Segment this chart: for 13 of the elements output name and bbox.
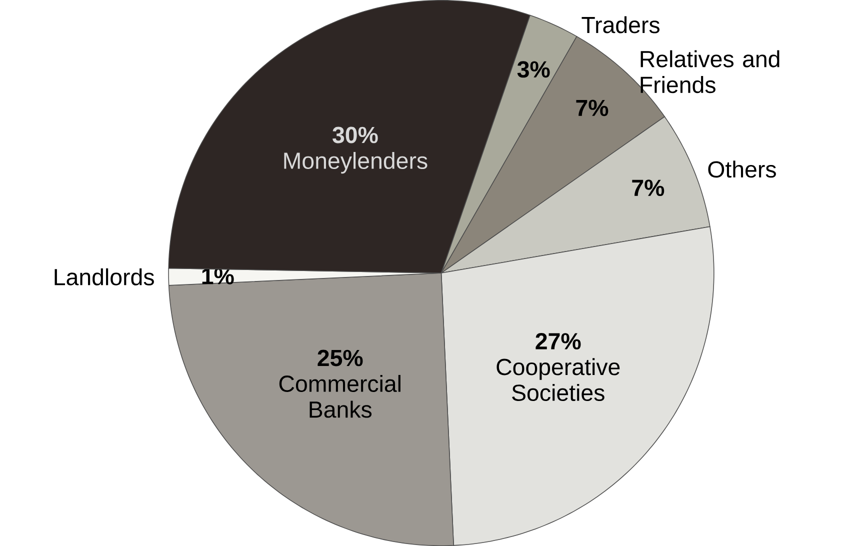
data-label: 25% (318, 350, 363, 366)
slice-label: Landlords (54, 268, 154, 286)
slice-label: Moneylenders (284, 152, 428, 174)
slice-label: Relatives and Friends (640, 50, 780, 94)
slice-label: Commercial Banks (279, 374, 400, 418)
slice-label: Cooperative Societies (496, 358, 620, 401)
data-label: 7% (576, 100, 608, 116)
slice-label: Traders (582, 16, 660, 34)
data-label: 3% (517, 61, 550, 78)
slice-label: Others (708, 160, 776, 178)
data-label: 27% (536, 332, 581, 350)
data-label: 7% (632, 180, 664, 196)
data-label: 30% (332, 126, 378, 144)
